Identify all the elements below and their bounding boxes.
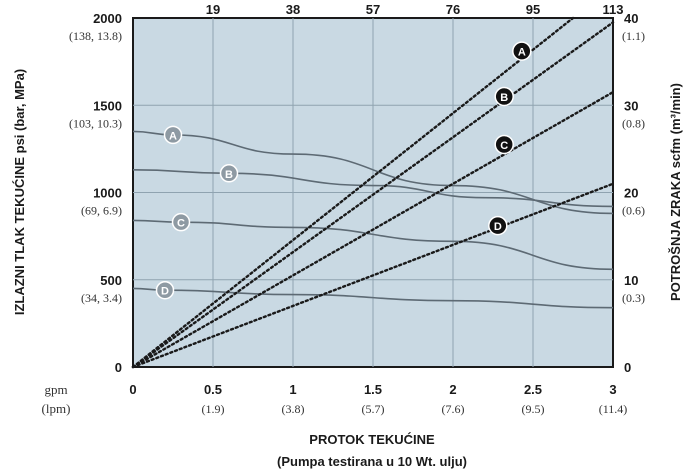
air-marker-label: C [500, 140, 508, 152]
y2-tick-label: 30 [624, 98, 638, 113]
air-line-b [131, 21, 615, 369]
series-markers: A B C D A B C D [155, 41, 532, 300]
x-tick-label: 0 [129, 382, 136, 397]
air-marker-label: A [518, 47, 526, 59]
air-line-c [131, 90, 615, 369]
x-tick-label: 0.5 [204, 382, 222, 397]
x-tick-label: 1.5 [364, 382, 382, 397]
y-tick-sub-label: (138, 13.8) [69, 29, 122, 43]
y-tick-label: 2000 [93, 11, 122, 26]
x-tick-lpm-label: (5.7) [362, 402, 385, 416]
y2-tick-sub-label: (0.6) [622, 204, 645, 218]
air-series [131, 16, 615, 369]
pressure-curve-b [132, 169, 614, 208]
pressure-marker-b [219, 164, 239, 183]
air-marker-b [494, 86, 514, 107]
top-tick-label: 76 [446, 2, 460, 17]
y2-tick-sub-label: (1.1) [622, 29, 645, 43]
x-unit-lpm: (lpm) [42, 401, 71, 416]
top-tick-label: 95 [526, 2, 540, 17]
x-tick-label: 1 [289, 382, 296, 397]
air-marker-label: B [500, 92, 508, 104]
x-tick-lpm-label: (9.5) [522, 402, 545, 416]
x-tick-label: 2.5 [524, 382, 542, 397]
y-tick-label: 1500 [93, 98, 122, 113]
pressure-marker-label: D [161, 286, 169, 298]
pressure-marker-label: B [225, 169, 233, 181]
y2-axis-label: POTROŠNJA ZRAKA scfm (m³/min) [668, 83, 683, 301]
x-tick-label: 3 [609, 382, 616, 397]
air-line-d [131, 182, 615, 369]
top-tick-label: 38 [286, 2, 300, 17]
x-tick-lpm-label: (1.9) [202, 402, 225, 416]
grid-lines [133, 18, 613, 367]
x-axis-sublabel: (Pumpa testirana u 10 Wt. ulju) [277, 454, 467, 469]
y-tick-label: 1000 [93, 186, 122, 201]
tick-labels: 0 0.5 (1.9) 1 (3.8) 1.5 (5.7) 2 (7.6) 2.5 (9.5) 3 (1… [69, 2, 645, 416]
x-tick-lpm-label: (7.6) [442, 402, 465, 416]
y-tick-sub-label: (69, 6.9) [81, 204, 122, 218]
pressure-marker-d [155, 280, 175, 300]
y2-tick-label: 40 [624, 11, 638, 26]
pressure-marker-label: C [177, 218, 185, 230]
top-tick-label: 19 [206, 2, 220, 17]
y-axis-label: IZLAZNI TLAK TEKUĆINE psi (bar, MPa) [12, 69, 27, 315]
y2-tick-sub-label: (0.3) [622, 291, 645, 305]
y-tick-label: 0 [115, 360, 122, 375]
top-tick-label: 113 [603, 2, 624, 17]
x-tick-label: 2 [449, 382, 456, 397]
air-marker-label: D [494, 221, 502, 233]
x-tick-lpm-label: (3.8) [282, 402, 305, 416]
air-marker-a [512, 41, 532, 61]
air-marker-d [488, 215, 508, 236]
y2-tick-label: 10 [624, 273, 638, 288]
y-tick-sub-label: (34, 3.4) [81, 291, 122, 305]
top-tick-label: 57 [366, 2, 380, 17]
y2-tick-label: 0 [624, 360, 631, 375]
pressure-marker-label: A [169, 130, 177, 142]
x-tick-lpm-label: (11.4) [599, 402, 628, 416]
y2-tick-sub-label: (0.8) [622, 116, 645, 130]
x-axis-label: PROTOK TEKUĆINE [309, 432, 435, 447]
y-tick-label: 500 [100, 273, 122, 288]
x-unit-gpm: gpm [44, 382, 67, 397]
pressure-marker-a [163, 125, 183, 145]
y-tick-sub-label: (103, 10.3) [69, 116, 122, 130]
air-marker-c [494, 134, 514, 155]
air-line-a [131, 16, 575, 369]
pressure-marker-c [171, 212, 191, 232]
y2-tick-label: 20 [624, 186, 638, 201]
